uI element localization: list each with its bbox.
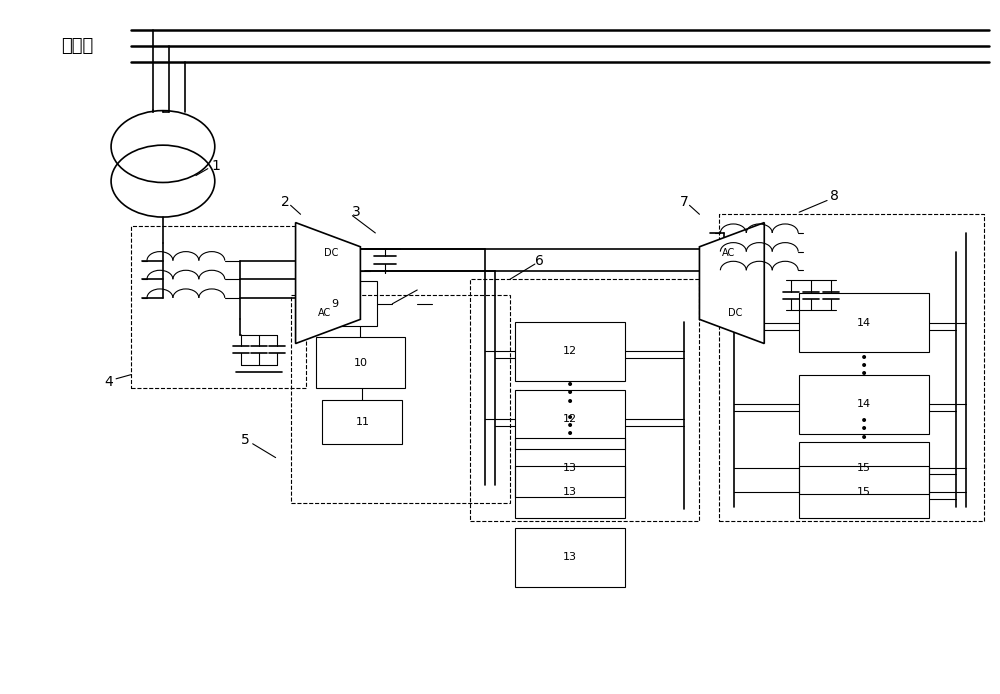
Bar bbox=[515, 528, 625, 587]
Text: DC: DC bbox=[324, 248, 338, 257]
Text: 8: 8 bbox=[830, 189, 839, 203]
Bar bbox=[799, 441, 929, 493]
Bar bbox=[515, 322, 625, 381]
Bar bbox=[303, 281, 377, 326]
Text: •: • bbox=[860, 430, 868, 445]
Text: •: • bbox=[860, 350, 868, 364]
Text: •: • bbox=[566, 387, 574, 400]
Text: 13: 13 bbox=[563, 486, 577, 497]
Text: •: • bbox=[566, 411, 574, 425]
Bar bbox=[799, 466, 929, 518]
Text: •: • bbox=[860, 359, 868, 373]
Bar bbox=[470, 279, 699, 521]
Text: •: • bbox=[566, 427, 574, 441]
Text: 6: 6 bbox=[535, 253, 544, 268]
Text: 2: 2 bbox=[281, 195, 290, 209]
Bar bbox=[316, 337, 405, 389]
Bar bbox=[799, 375, 929, 434]
Bar bbox=[799, 294, 929, 352]
Text: 大电网: 大电网 bbox=[61, 37, 93, 56]
Bar bbox=[515, 390, 625, 448]
Text: AC: AC bbox=[318, 308, 331, 319]
Text: 5: 5 bbox=[241, 433, 250, 448]
Text: 11: 11 bbox=[355, 417, 369, 427]
Text: •: • bbox=[860, 367, 868, 381]
Text: •: • bbox=[860, 422, 868, 437]
Text: 14: 14 bbox=[857, 399, 871, 409]
Text: AC: AC bbox=[722, 248, 735, 257]
Text: 1: 1 bbox=[211, 159, 220, 173]
Text: •: • bbox=[566, 378, 574, 392]
Text: 13: 13 bbox=[563, 552, 577, 562]
Text: 12: 12 bbox=[563, 414, 577, 424]
Bar bbox=[515, 466, 625, 518]
Text: 9: 9 bbox=[331, 299, 339, 309]
Text: 13: 13 bbox=[563, 463, 577, 473]
Polygon shape bbox=[699, 223, 764, 344]
Text: DC: DC bbox=[728, 308, 742, 319]
Text: 4: 4 bbox=[105, 375, 113, 389]
Bar bbox=[322, 400, 402, 443]
Text: 3: 3 bbox=[352, 205, 361, 219]
Text: 15: 15 bbox=[857, 486, 871, 497]
Text: 10: 10 bbox=[353, 357, 367, 368]
Polygon shape bbox=[296, 223, 360, 344]
Bar bbox=[515, 438, 625, 497]
Bar bbox=[291, 295, 510, 502]
Text: •: • bbox=[860, 414, 868, 428]
Text: 12: 12 bbox=[563, 346, 577, 357]
Bar bbox=[719, 214, 984, 521]
Text: 14: 14 bbox=[857, 318, 871, 328]
Text: 7: 7 bbox=[680, 195, 689, 209]
Text: •: • bbox=[566, 395, 574, 409]
Bar bbox=[131, 226, 306, 389]
Text: •: • bbox=[566, 418, 574, 433]
Text: 15: 15 bbox=[857, 463, 871, 473]
